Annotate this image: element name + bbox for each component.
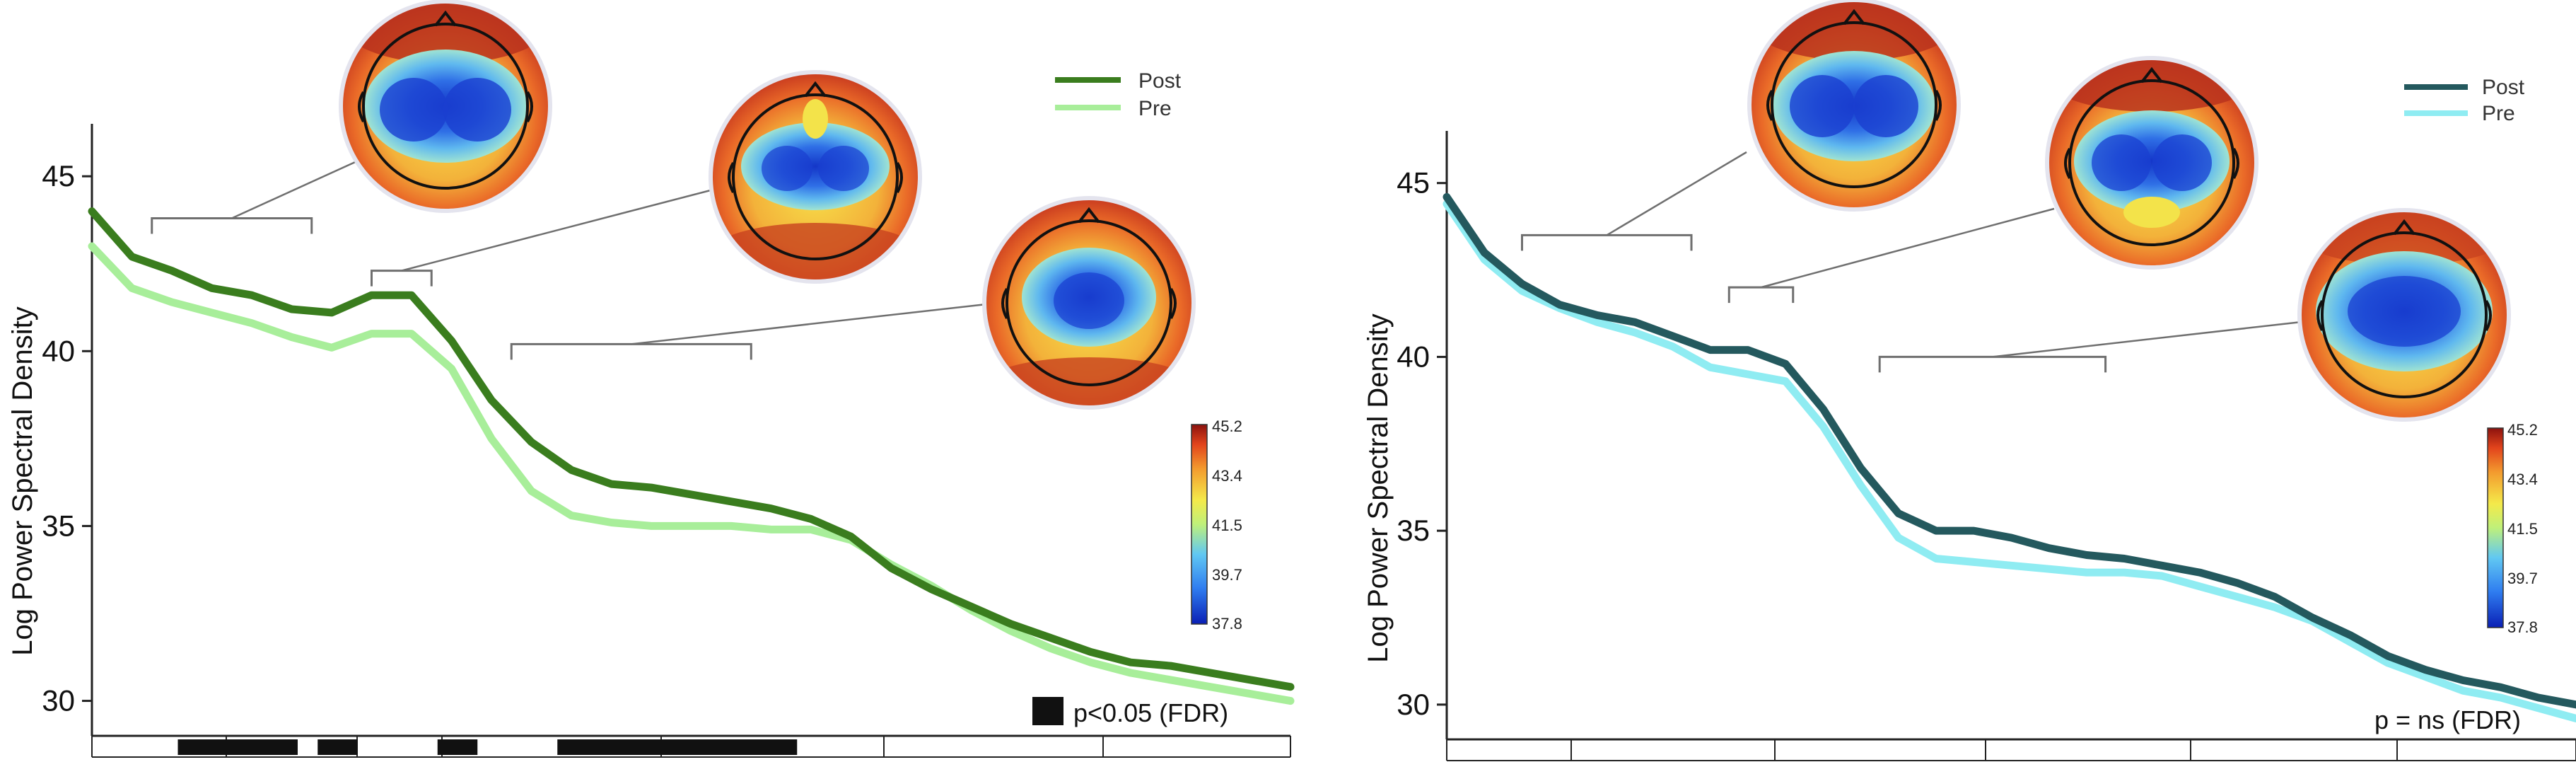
right-legend: Post Pre: [2404, 76, 2525, 125]
left-colorbar-tick: 39.7: [1212, 566, 1242, 584]
right-bracket-connector: [1761, 207, 2055, 289]
right-bracket-connector: [1606, 151, 1747, 236]
right-colorbar-tick-min: 37.8: [2507, 618, 2538, 636]
left-y-tick-label: 35: [42, 509, 75, 542]
right-colorbar-tick: 41.5: [2507, 520, 2538, 538]
right-brackets: [1520, 151, 2302, 373]
left-sig-legend-label: p<0.05 (FDR): [1073, 698, 1228, 727]
right-y-tick-label: 35: [1397, 514, 1430, 547]
left-bracket: [371, 270, 433, 287]
right-y-axis-label: Log Power Spectral Density: [1363, 313, 1394, 663]
left-significance-segment: [437, 739, 478, 755]
left-bracket-connector: [401, 186, 722, 272]
left-colorbar-tick: 43.4: [1212, 467, 1242, 485]
right-colorbar-tick: 39.7: [2507, 570, 2538, 587]
right-panel: 30 35 40 45 Log Power Spectral Density Post…: [1363, 0, 2576, 761]
right-topomap-1: [1747, 0, 1961, 212]
left-y-tick-label: 40: [42, 334, 75, 367]
right-topomap-2: [2045, 56, 2259, 270]
left-topomap-1: [339, 0, 552, 213]
right-y-tick-label: 40: [1397, 340, 1430, 373]
left-colorbar: 45.2 43.4 41.5 39.7 37.8: [1191, 417, 1242, 633]
left-y-axis-label: Log Power Spectral Density: [7, 306, 38, 656]
left-series-lines: [88, 207, 1295, 705]
left-y-tick-label: 45: [42, 159, 75, 192]
left-y-tick-label: 30: [42, 684, 75, 717]
left-bracket: [510, 342, 752, 360]
right-bracket: [1727, 286, 1795, 304]
right-topomap-3: [2297, 208, 2511, 422]
right-bracket: [1878, 355, 2107, 373]
left-sig-legend-swatch: [1032, 697, 1063, 725]
right-colorbar-tick: 43.4: [2507, 471, 2538, 488]
right-legend-post-label: Post: [2482, 76, 2525, 99]
left-significance-bars: [177, 739, 798, 755]
left-topomap-3: [982, 196, 1196, 410]
right-sig-legend-label: p = ns (FDR): [2374, 705, 2521, 734]
right-y-tick-label: 30: [1397, 688, 1430, 721]
left-significance-segment: [317, 739, 358, 755]
right-x-axis: [1446, 738, 2576, 761]
left-brackets: [151, 133, 987, 360]
left-colorbar-tick-min: 37.8: [1212, 615, 1242, 633]
left-legend-pre-label: Pre: [1138, 97, 1172, 120]
right-bracket-connector: [1992, 321, 2302, 358]
left-bracket-connector: [631, 303, 987, 345]
right-y-tick-label: 45: [1397, 166, 1430, 200]
right-colorbar: 45.2 43.4 41.5 39.7 37.8: [2487, 421, 2538, 636]
left-significance-legend: p<0.05 (FDR): [1032, 697, 1228, 727]
left-significance-segment: [557, 739, 798, 755]
right-series-post: [1443, 192, 2576, 709]
left-panel: 30 35 40 45 Log Power Spectral Density Post…: [7, 0, 1295, 758]
left-colorbar-tick-max: 45.2: [1212, 417, 1242, 435]
left-series-pre: [88, 242, 1295, 705]
left-legend-post-label: Post: [1138, 69, 1182, 93]
left-topomap-2: [709, 70, 922, 284]
left-bracket: [151, 217, 313, 234]
right-legend-pre-label: Pre: [2482, 102, 2515, 125]
right-bracket: [1520, 233, 1693, 251]
left-y-axis: 30 35 40 45: [42, 124, 93, 736]
left-significance-segment: [177, 739, 298, 755]
left-colorbar-tick: 41.5: [1212, 517, 1242, 534]
right-series-pre: [1443, 200, 2576, 722]
right-series-lines: [1443, 192, 2576, 722]
right-y-axis: 30 35 40 45: [1397, 131, 1448, 739]
left-series-post: [88, 207, 1295, 691]
left-legend: Post Pre: [1055, 69, 1182, 120]
right-colorbar-tick-max: 45.2: [2507, 421, 2538, 439]
